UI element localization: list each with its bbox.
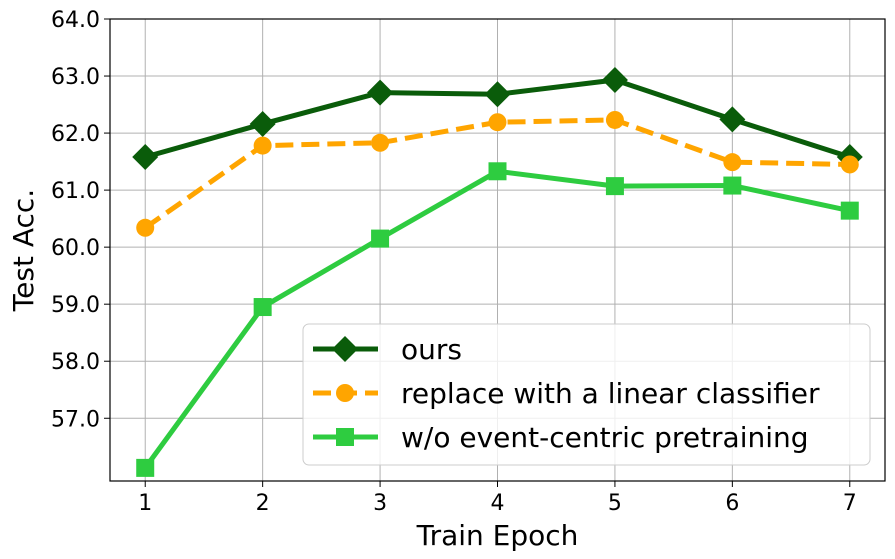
legend: ours replace with a linear classifier w/o … (302, 323, 871, 466)
data-point (371, 133, 390, 152)
data-point (484, 81, 511, 108)
x-tick-label: 3 (373, 491, 387, 516)
data-point (367, 79, 394, 106)
data-point (249, 110, 276, 137)
series-replace-with-a-linear-classifier (136, 110, 859, 237)
data-point (605, 110, 624, 129)
data-point (840, 201, 859, 220)
data-point (488, 162, 507, 181)
legend-marker (336, 428, 354, 446)
data-point (719, 106, 746, 133)
y-tick-label: 63.0 (51, 65, 100, 90)
legend-label: ours (401, 333, 462, 366)
tick-labels: 1 2 3 4 5 6 7 57.0 58.0 59.0 60.0 61.0 62.0 63.0 64.0 (51, 8, 857, 516)
y-tick-label: 64.0 (51, 8, 100, 33)
data-point (723, 176, 742, 195)
data-point (253, 136, 272, 155)
y-tick-label: 58.0 (51, 350, 100, 375)
y-tick-label: 57.0 (51, 407, 100, 432)
y-tick-label: 61.0 (51, 179, 100, 204)
legend-label: w/o event-centric pretraining (401, 421, 809, 454)
grid (110, 18, 885, 481)
data-point (723, 153, 742, 172)
data-point (601, 67, 628, 94)
legend-label: replace with a linear classifier (401, 377, 820, 410)
y-tick-label: 60.0 (51, 236, 100, 261)
data-point (253, 298, 272, 317)
x-axis-label: Train Epoch (416, 519, 579, 552)
data-point (840, 155, 859, 174)
series-layer (132, 67, 863, 477)
y-tick-label: 59.0 (51, 293, 100, 318)
x-tick-label: 6 (725, 491, 739, 516)
data-point (132, 144, 159, 171)
legend-marker (336, 384, 354, 402)
data-point (605, 177, 624, 196)
x-tick-label: 5 (608, 491, 622, 516)
x-tick-label: 7 (843, 491, 857, 516)
data-point (136, 218, 155, 237)
data-point (488, 113, 507, 132)
legend-box (302, 323, 871, 466)
legend-marker (332, 336, 358, 362)
data-point (371, 229, 390, 248)
data-point (136, 458, 155, 477)
series-w-o-event-centric-pretraining (136, 162, 859, 477)
x-tick-label: 1 (138, 491, 152, 516)
x-tick-label: 2 (256, 491, 270, 516)
y-axis-label: Test Acc. (7, 189, 40, 312)
x-tick-label: 4 (491, 491, 505, 516)
y-tick-label: 62.0 (51, 122, 100, 147)
